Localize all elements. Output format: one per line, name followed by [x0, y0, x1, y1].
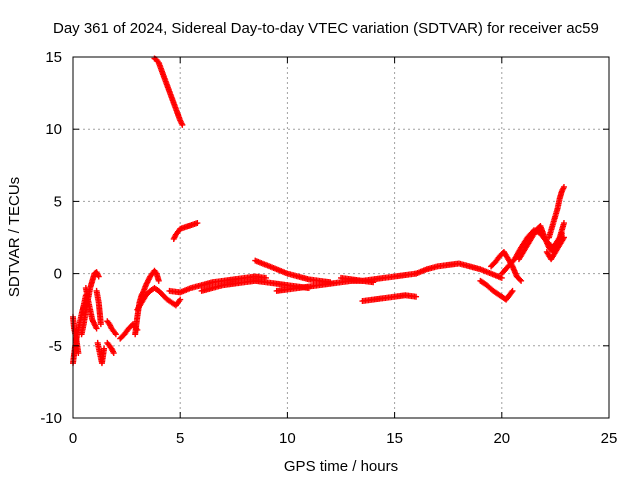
y-tick-label: 15 [45, 49, 62, 66]
data-point [560, 183, 567, 190]
x-tick-label: 20 [493, 430, 510, 447]
data-point [508, 289, 515, 296]
y-axis-label: SDTVAR / TECUs [6, 177, 23, 297]
data-point [177, 296, 184, 303]
axis-ticks: 0 5 10 15 20 25 -10 -5 0 5 10 15 [40, 49, 617, 447]
y-tick-label: -5 [49, 338, 62, 355]
data-point [517, 276, 524, 283]
data-point [413, 293, 420, 300]
data-point [179, 121, 186, 128]
data-point [110, 350, 117, 357]
data-point [97, 321, 104, 328]
data-point [560, 220, 567, 227]
x-tick-label: 5 [176, 430, 184, 447]
chart-title: Day 361 of 2024, Sidereal Day-to-day VTE… [53, 20, 599, 37]
data-point [194, 220, 201, 227]
x-tick-label: 10 [279, 430, 296, 447]
grid [73, 57, 609, 418]
data-point [558, 230, 565, 237]
data-point [101, 345, 108, 352]
data-point [509, 287, 516, 294]
data-markers [70, 55, 567, 367]
data-point [95, 273, 102, 280]
x-tick-label: 15 [386, 430, 403, 447]
y-tick-label: -10 [40, 410, 62, 427]
y-tick-label: 10 [45, 121, 62, 138]
x-axis-label: GPS time / hours [284, 458, 398, 475]
x-tick-label: 0 [69, 430, 77, 447]
data-point [155, 277, 162, 284]
plot-frame [72, 56, 610, 419]
data-point [93, 325, 100, 332]
data-point [75, 350, 82, 357]
data-point [112, 331, 119, 338]
y-tick-label: 0 [54, 266, 62, 283]
data-point [560, 234, 567, 241]
data-point [518, 277, 525, 284]
x-tick-label: 25 [601, 430, 618, 447]
y-tick-label: 5 [54, 193, 62, 210]
